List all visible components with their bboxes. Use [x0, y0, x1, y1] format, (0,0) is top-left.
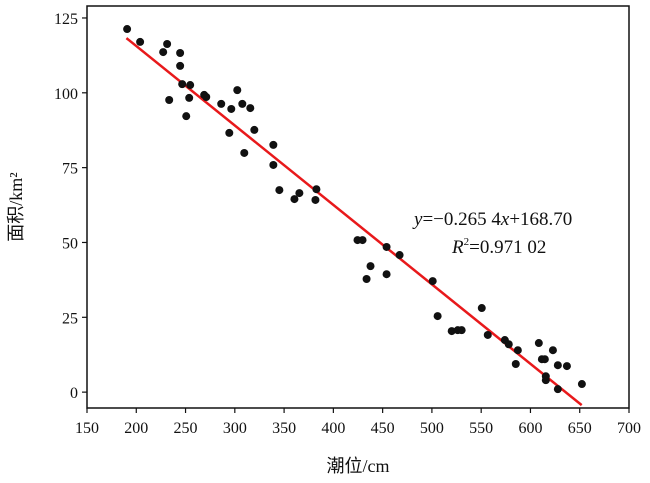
data-point — [312, 185, 321, 194]
data-point — [290, 195, 299, 204]
data-point — [217, 99, 226, 108]
data-point — [178, 80, 187, 89]
data-point — [511, 359, 520, 368]
y-tick-label: 50 — [62, 235, 78, 252]
data-point — [477, 304, 486, 313]
data-point — [428, 277, 437, 286]
y-tick-label: 25 — [62, 310, 78, 327]
equation-annotation: y=−0.265 4x+168.70 — [412, 209, 572, 230]
x-axis-label: 潮位/cm — [327, 456, 390, 476]
r-squared-annotation: R2=0.971 02 — [451, 236, 546, 258]
data-point — [165, 95, 174, 104]
data-point — [176, 61, 185, 70]
data-point — [457, 326, 466, 335]
data-point — [577, 380, 586, 389]
data-point — [185, 93, 194, 102]
y-tick-label: 75 — [62, 161, 78, 178]
x-tick-label: 350 — [272, 420, 296, 437]
data-point — [311, 195, 320, 204]
data-point — [553, 385, 562, 394]
y-tick-label: 125 — [54, 11, 78, 28]
data-point — [483, 330, 492, 339]
data-point — [182, 112, 191, 121]
y-tick-label: 0 — [70, 385, 78, 402]
data-point — [227, 104, 236, 113]
x-tick-label: 600 — [518, 420, 542, 437]
data-point — [534, 339, 543, 348]
data-point — [362, 274, 371, 283]
data-point — [186, 81, 195, 90]
data-point — [250, 125, 259, 134]
data-point — [513, 346, 522, 355]
data-point — [548, 346, 557, 355]
x-tick-label: 300 — [223, 420, 247, 437]
data-point — [246, 104, 255, 113]
y-axis-label: 面积/km² — [6, 172, 26, 241]
data-point — [233, 86, 242, 95]
data-point — [382, 242, 391, 251]
data-point — [269, 160, 278, 169]
x-tick-label: 650 — [568, 420, 592, 437]
data-point — [159, 48, 168, 57]
data-point — [136, 37, 145, 46]
x-tick-label: 400 — [321, 420, 345, 437]
plot-frame — [86, 5, 630, 409]
data-point — [269, 140, 278, 149]
data-point — [395, 251, 404, 260]
x-tick-label: 150 — [75, 420, 99, 437]
x-tick-label: 450 — [371, 420, 395, 437]
data-point — [553, 361, 562, 370]
data-point — [238, 99, 247, 108]
data-point — [275, 186, 284, 195]
data-point — [433, 312, 442, 321]
y-tick-label: 100 — [54, 86, 78, 103]
data-point — [366, 262, 375, 271]
data-point — [295, 189, 304, 198]
data-point — [225, 128, 234, 137]
data-point — [123, 25, 132, 34]
x-tick-label: 250 — [174, 420, 198, 437]
data-point — [541, 372, 550, 381]
data-point — [504, 340, 513, 349]
data-point — [176, 48, 185, 57]
data-point — [202, 92, 211, 101]
data-point — [562, 362, 571, 371]
data-point — [447, 327, 456, 336]
data-point — [163, 40, 172, 49]
data-point — [358, 236, 367, 245]
x-tick-label: 700 — [617, 420, 641, 437]
x-tick-label: 500 — [420, 420, 444, 437]
x-tick-label: 200 — [124, 420, 148, 437]
x-tick-label: 550 — [469, 420, 493, 437]
data-point — [382, 270, 391, 279]
data-point — [540, 355, 549, 364]
data-point — [240, 148, 249, 157]
